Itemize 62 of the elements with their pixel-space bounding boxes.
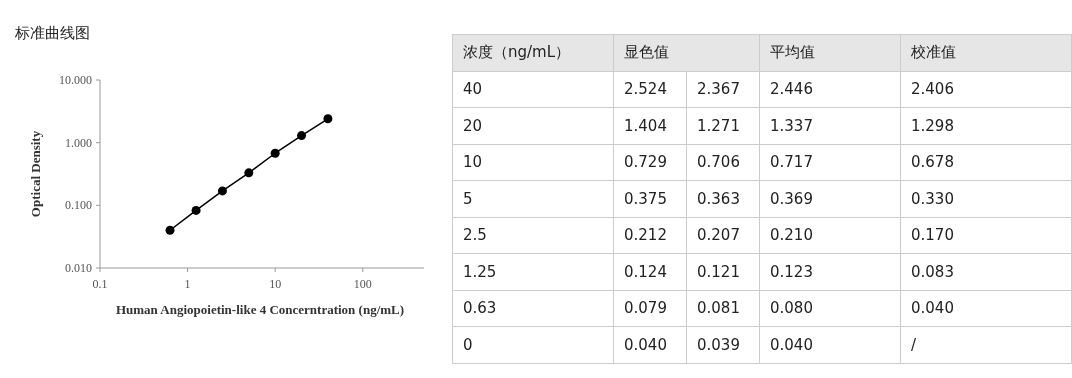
- text: 0.170: [911, 226, 954, 245]
- text: 0.375: [624, 189, 667, 208]
- y-tick-label: 0.010: [65, 261, 92, 275]
- x-tick-label: 100: [353, 277, 372, 291]
- x-tick-label: 1: [184, 277, 191, 291]
- category-label: 校准值: [900, 34, 1072, 71]
- text: 0.210: [770, 226, 813, 245]
- text: 2.446: [770, 80, 813, 99]
- chart-title: 标准曲线图: [14, 24, 90, 42]
- text: 0.212: [624, 226, 667, 245]
- y-tick-label: 0.100: [65, 198, 92, 213]
- x-axis-title: Human Angiopoietin-like 4 Concerntration (ng/mL): [115, 302, 405, 317]
- text: 0.330: [911, 189, 954, 208]
- text: /: [911, 335, 917, 354]
- text: 0.207: [697, 226, 740, 245]
- text: 1.404: [624, 116, 667, 135]
- y-tick-label: 10.000: [59, 73, 92, 87]
- point: [297, 131, 307, 141]
- text: 1.298: [911, 116, 954, 135]
- text: 0.124: [624, 262, 667, 281]
- text: 0.040: [770, 335, 813, 354]
- category-label: 浓度（ng/mL）: [452, 34, 614, 71]
- x-tick-label: 10: [269, 277, 282, 291]
- text: 0.717: [770, 153, 813, 172]
- text: 0.040: [624, 335, 667, 354]
- text: 0.080: [770, 299, 813, 318]
- text: 0.083: [911, 262, 954, 281]
- text: 5: [463, 189, 473, 208]
- text: 1.25: [463, 262, 497, 281]
- y-tick-label: 1.000: [65, 135, 92, 150]
- text: 0.363: [697, 189, 740, 208]
- text: 0.123: [770, 262, 813, 281]
- text: 0.040: [911, 299, 954, 318]
- x-tick-label: 0.1: [92, 277, 108, 291]
- text: 0.121: [697, 262, 740, 281]
- text: 0.678: [911, 153, 954, 172]
- y-axis-title: Optical Density: [28, 130, 43, 218]
- text: 0.729: [624, 153, 667, 172]
- text: 2.524: [624, 80, 667, 99]
- text: 1.271: [697, 116, 740, 135]
- text: 0.63: [463, 299, 497, 318]
- text: 2.5: [463, 226, 487, 245]
- text: 20: [463, 116, 483, 135]
- text: 0: [463, 335, 473, 354]
- text: 2.367: [697, 80, 740, 99]
- text: 40: [463, 80, 483, 99]
- text: 0.369: [770, 189, 813, 208]
- point: [191, 205, 201, 215]
- point: [165, 225, 175, 235]
- category-label: 显色值: [613, 34, 760, 71]
- point: [217, 186, 227, 196]
- text: 10: [463, 153, 483, 172]
- text: 0.079: [624, 299, 667, 318]
- text: 0.039: [697, 335, 740, 354]
- text: 0.706: [697, 153, 740, 172]
- text: 1.337: [770, 116, 813, 135]
- category-label: 平均值: [759, 34, 901, 71]
- point: [270, 148, 280, 158]
- point: [323, 114, 333, 124]
- text: 2.406: [911, 80, 954, 99]
- text: 0.081: [697, 299, 740, 318]
- point: [244, 168, 254, 178]
